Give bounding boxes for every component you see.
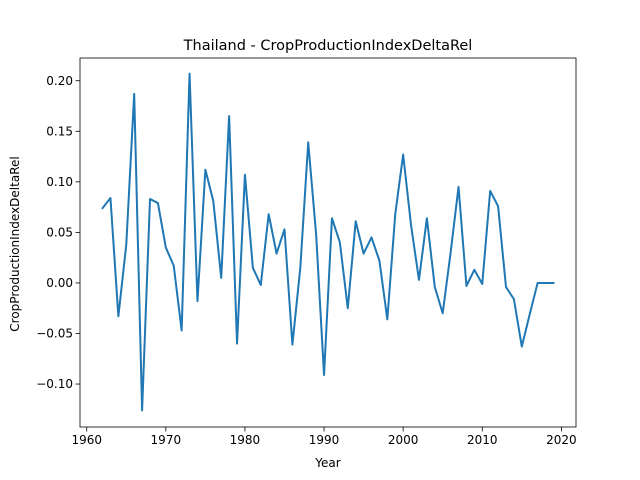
y-axis-title: CropProductionIndexDeltaRel: [8, 156, 22, 331]
y-tick-label: 0.05: [46, 226, 73, 240]
x-tick-label: 1960: [71, 433, 102, 447]
y-tick-label: 0.10: [46, 175, 73, 189]
axes-frame: [79, 57, 577, 428]
chart-title: Thailand - CropProductionIndexDeltaRel: [183, 38, 473, 54]
y-tick-label: 0.15: [46, 124, 73, 138]
x-axis-title: Year: [314, 456, 340, 470]
plot-area: 1960 1970 1980 1990 2000 2010 2020 −0.10 −0.05 0.…: [36, 57, 577, 447]
y-tick-label: −0.10: [36, 377, 73, 391]
x-tick-label: 2010: [467, 433, 498, 447]
x-tick-label: 1990: [309, 433, 340, 447]
x-tick-label: 2000: [388, 433, 419, 447]
y-tick-label: −0.05: [36, 327, 73, 341]
y-tick-label: 0.20: [46, 74, 73, 88]
x-tick-label: 1980: [230, 433, 261, 447]
y-tick-label: 0.00: [46, 276, 73, 290]
x-tick-label: 2020: [546, 433, 577, 447]
x-tick-label: 1970: [151, 433, 182, 447]
series-line: [101, 72, 555, 412]
